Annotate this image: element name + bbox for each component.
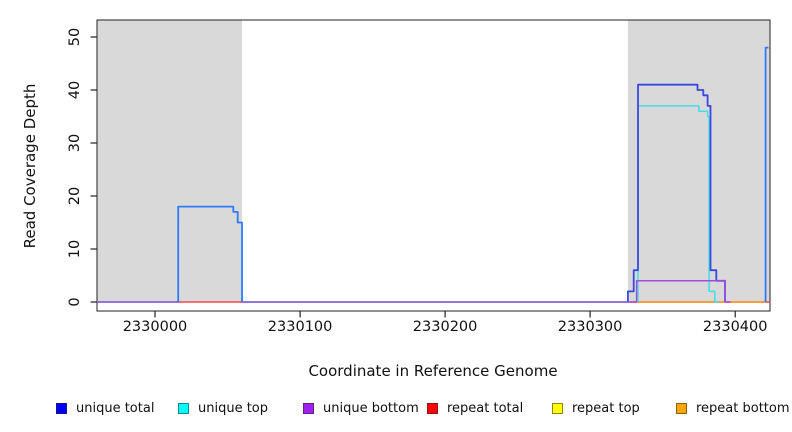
legend-item-unique-total: unique total [56, 399, 154, 417]
legend-swatch-unique-total [56, 402, 67, 414]
series-path-unique-total-left-peak [177, 205, 243, 302]
y-tick-label: 40 [67, 81, 83, 99]
x-axis-title: Coordinate in Reference Genome [308, 362, 558, 380]
x-tick-label: 2330200 [413, 319, 478, 335]
series-path-unique-total-right-spike [764, 46, 769, 302]
legend-item-repeat-total: repeat total [427, 399, 523, 417]
y-tick-label: 0 [67, 297, 83, 306]
x-tick-label: 2330100 [268, 319, 333, 335]
legend-label: unique bottom [323, 400, 419, 416]
legend-item-unique-top: unique top [178, 399, 268, 417]
legend-item-repeat-bottom: repeat bottom [676, 399, 790, 417]
legend: unique total unique top unique bottom repea… [0, 399, 792, 419]
legend-swatch-repeat-bottom [676, 402, 687, 414]
y-tick-label: 20 [67, 187, 83, 205]
x-tick-label: 2330300 [558, 319, 623, 335]
legend-label: repeat total [447, 400, 524, 416]
series-path-unique-top-right-peak [637, 105, 720, 303]
legend-swatch-unique-bottom [303, 402, 314, 414]
legend-label: repeat bottom [696, 400, 790, 416]
legend-item-repeat-top: repeat top [552, 399, 640, 417]
legend-swatch-unique-top [178, 402, 189, 414]
y-tick-label: 10 [67, 240, 83, 258]
legend-item-unique-bottom: unique bottom [303, 399, 419, 417]
repeat-region-highlight [627, 20, 770, 303]
x-tick-label: 2330400 [703, 319, 768, 335]
legend-swatch-repeat-top [552, 402, 563, 414]
y-tick-label: 30 [67, 134, 83, 152]
y-tick-label: 50 [67, 28, 83, 46]
legend-label: unique top [198, 400, 269, 416]
legend-label: repeat top [572, 400, 640, 416]
series-path-unique-total-right-peak [627, 83, 726, 302]
legend-swatch-repeat-total [427, 402, 438, 414]
series-path-unique-bottom-right-peak [627, 280, 731, 303]
repeat-region-highlight [97, 20, 242, 303]
y-axis-title: Read Coverage Depth [21, 83, 39, 249]
legend-label: unique total [76, 400, 155, 416]
plot-box [96, 19, 771, 312]
x-tick-label: 2330000 [123, 319, 188, 335]
